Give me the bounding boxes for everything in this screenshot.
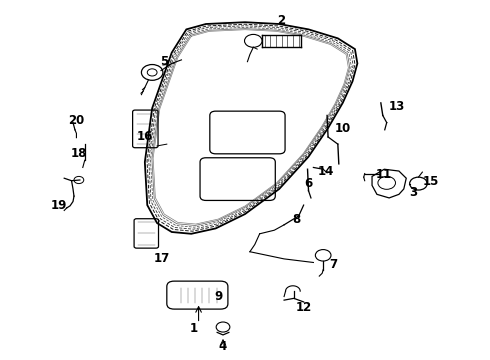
Text: 12: 12 [295, 301, 312, 314]
Text: 10: 10 [335, 122, 351, 135]
Text: 17: 17 [154, 252, 170, 265]
Text: 20: 20 [68, 114, 85, 127]
Text: 14: 14 [318, 165, 334, 177]
Text: 16: 16 [137, 130, 153, 144]
Text: 8: 8 [292, 213, 300, 226]
Text: 18: 18 [71, 147, 87, 159]
Text: 3: 3 [410, 186, 417, 199]
Text: 9: 9 [214, 290, 222, 303]
Text: 15: 15 [422, 175, 439, 188]
Text: 19: 19 [51, 199, 68, 212]
Text: 7: 7 [329, 258, 337, 271]
Text: 5: 5 [160, 55, 169, 68]
Text: 4: 4 [219, 340, 227, 353]
Text: 6: 6 [304, 177, 313, 190]
Text: 13: 13 [389, 100, 405, 113]
Text: 2: 2 [277, 14, 286, 27]
Text: 1: 1 [190, 322, 198, 335]
Text: 11: 11 [376, 168, 392, 181]
